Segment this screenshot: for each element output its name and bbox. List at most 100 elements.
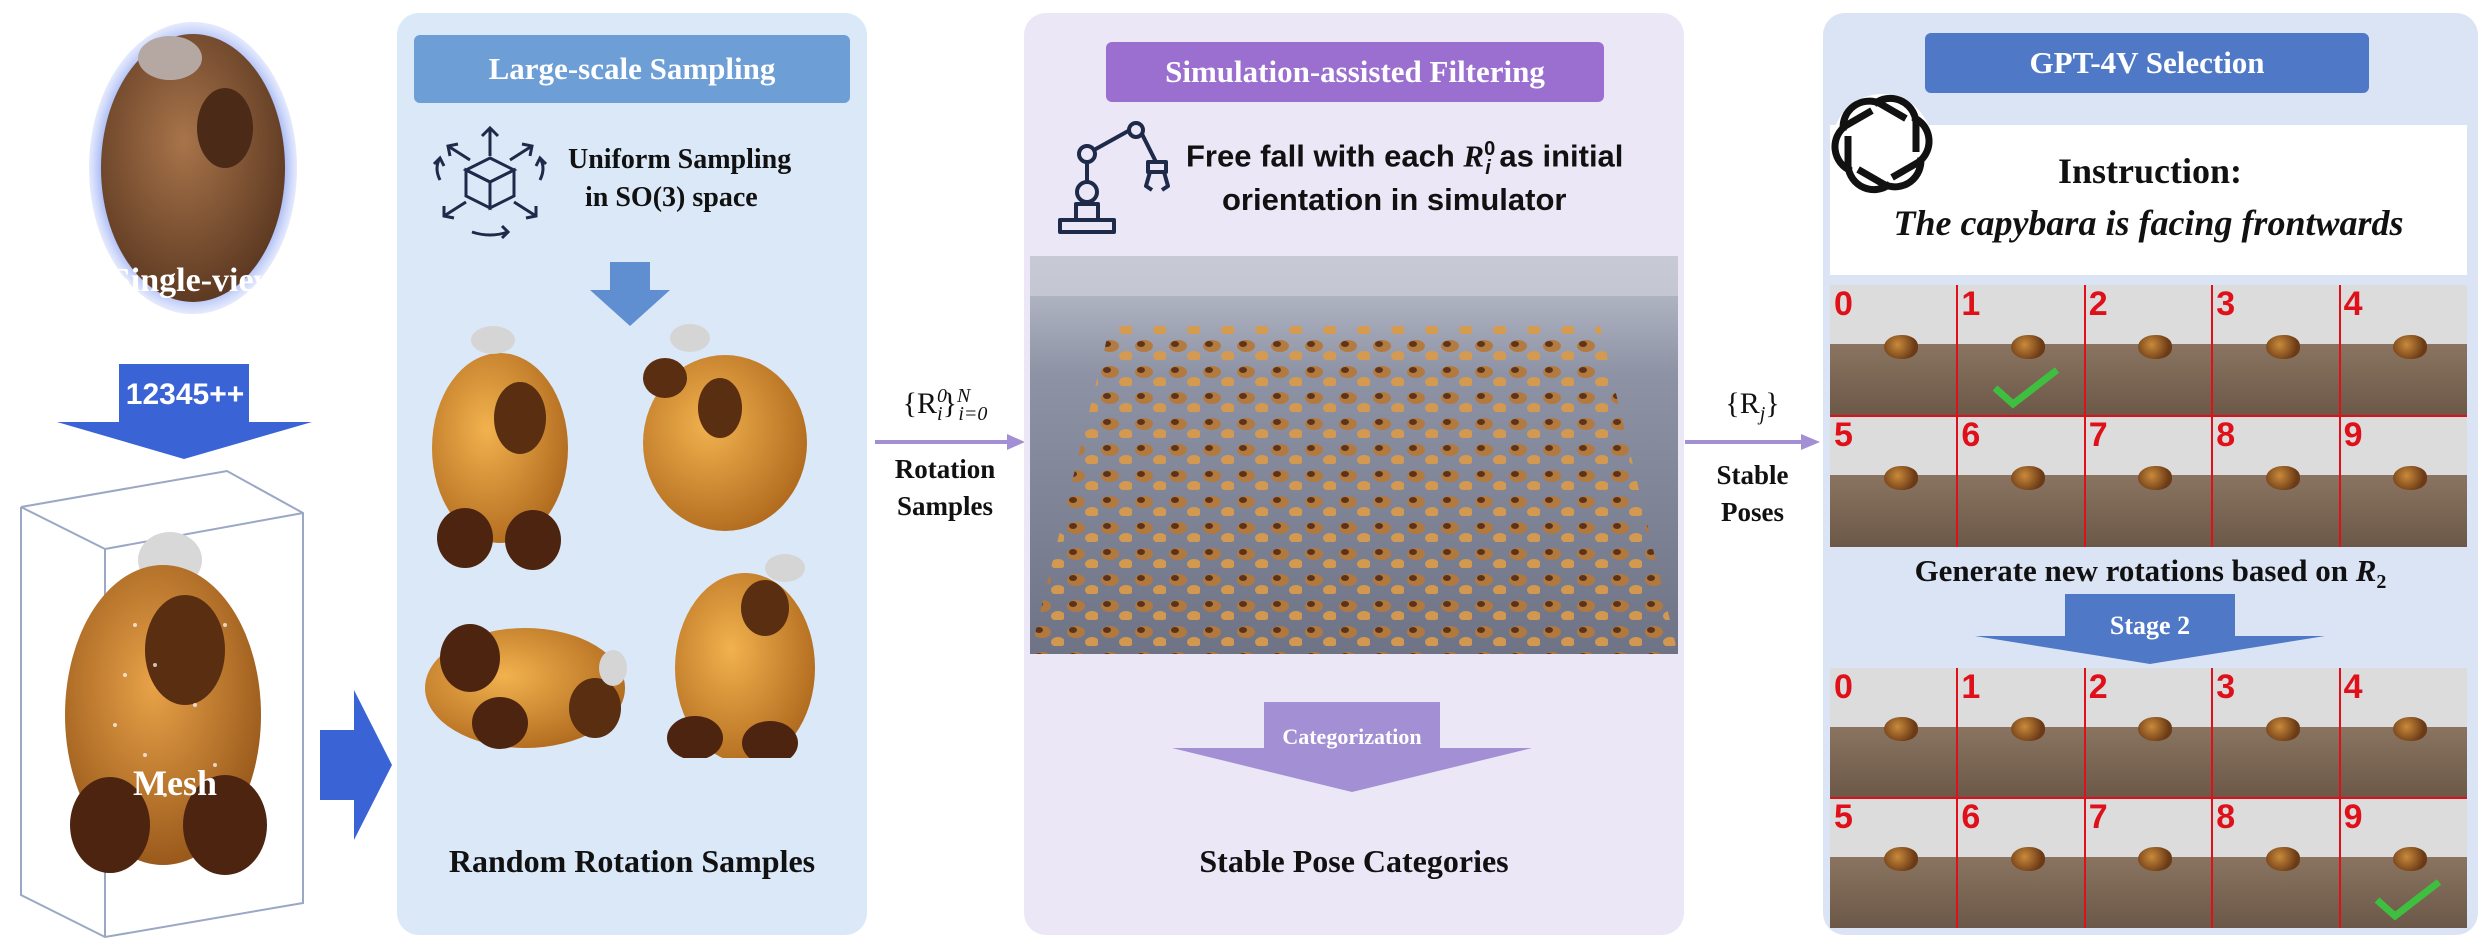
candidate-index: 4 <box>2343 285 2363 323</box>
robot-arm-icon <box>1052 120 1182 238</box>
capybara-render <box>2011 465 2046 490</box>
stage2-grid-cell: 5 <box>1830 798 1958 928</box>
so3-sampling-icon <box>430 120 550 240</box>
stable-poses-math: {Rj} <box>1725 387 1780 425</box>
rotation-samples-math: {R0i}Ni=0 <box>902 385 988 425</box>
candidate-index: 6 <box>1961 798 1981 836</box>
sampling-down-arrow <box>590 262 670 326</box>
model-arrow <box>57 364 312 459</box>
capybara-render <box>2393 717 2428 742</box>
stage1-candidate-grid: 0 1 2 3 4 5 6 7 8 9 <box>1830 285 2467 547</box>
capybara-render <box>2393 334 2428 359</box>
candidate-index: 1 <box>1961 668 1981 706</box>
stage1-grid-cell: 7 <box>2084 416 2213 547</box>
instruction-box <box>1830 125 2467 275</box>
stage1-grid-cell: 2 <box>2084 285 2213 416</box>
capybara-render <box>2138 847 2173 872</box>
stage2-arrow <box>1975 594 2325 664</box>
capybara-render <box>2138 334 2173 359</box>
capybara-render <box>2138 465 2173 490</box>
mesh-label: Mesh <box>133 763 217 803</box>
stage2-grid-cell: 0 <box>1830 668 1958 798</box>
capybara-render <box>1883 465 1918 490</box>
capybara-render <box>2393 465 2428 490</box>
capybara-render <box>2011 334 2046 359</box>
mesh-to-sampling-arrow <box>320 690 392 840</box>
candidate-index: 5 <box>1834 798 1853 836</box>
stage1-grid-cell: 5 <box>1830 416 1958 547</box>
candidate-index: 3 <box>2216 285 2236 323</box>
stable-poses-label-line2: Poses <box>1721 497 1784 527</box>
stage2-grid-cell: 8 <box>2212 798 2340 928</box>
gpt-header: GPT-4V Selection <box>1925 33 2369 93</box>
candidate-index: 5 <box>1834 416 1853 454</box>
capybara-render <box>2265 465 2300 490</box>
candidate-index: 0 <box>1834 668 1853 706</box>
stage1-grid-cell: 0 <box>1830 285 1958 416</box>
candidate-index: 3 <box>2216 668 2236 706</box>
capybara-render <box>2265 847 2300 872</box>
candidate-index: 2 <box>2088 285 2108 323</box>
stage1-grid-cell: 8 <box>2212 416 2340 547</box>
categorization-arrow <box>1172 702 1532 792</box>
rotation-samples-image <box>425 318 835 765</box>
generate-text: Generate new rotations based on R2 <box>1914 553 2387 594</box>
stage2-label: Stage 2 <box>2109 611 2191 640</box>
stage2-grid-cell: 6 <box>1957 798 2085 928</box>
capybara-render <box>2138 717 2173 742</box>
simulation-render-image <box>1030 256 1678 654</box>
stage1-grid-cell: 9 <box>2339 416 2467 547</box>
capybara-render <box>1883 847 1918 872</box>
simulation-desc-line2: orientation in simulator <box>1222 182 1567 217</box>
stage2-grid-cell: 1 <box>1957 668 2085 798</box>
sampling-caption: Random Rotation Samples <box>448 843 816 879</box>
stage2-grid-cell: 4 <box>2339 668 2467 798</box>
stable-poses-label-line1: Stable <box>1716 460 1789 490</box>
candidate-index: 6 <box>1961 416 1981 454</box>
stage1-grid-cell: 3 <box>2212 285 2340 416</box>
candidate-index: 7 <box>2088 416 2108 454</box>
instruction-text: The capybara is facing frontwards <box>1893 203 2404 243</box>
rotation-samples-label-line2: Samples <box>896 491 994 521</box>
sampling-method-line1: Uniform Sampling <box>568 144 792 175</box>
stage1-grid-cell: 1 <box>1957 285 2085 416</box>
stage2-grid-cell: 7 <box>2084 798 2213 928</box>
capybara-render <box>2011 847 2046 872</box>
simulation-caption: Stable Pose Categories <box>1199 843 1509 879</box>
sampling-header: Large-scale Sampling <box>414 35 850 103</box>
selected-check-icon <box>2374 879 2442 921</box>
stable-poses-arrow <box>1685 432 1820 452</box>
single-view-image <box>85 18 300 318</box>
sampling-method-line2: in SO(3) space <box>585 182 758 213</box>
candidate-index: 1 <box>1961 285 1981 323</box>
candidate-index: 9 <box>2343 416 2363 454</box>
candidate-index: 4 <box>2343 668 2363 706</box>
candidate-index: 8 <box>2216 798 2236 836</box>
candidate-index: 7 <box>2088 798 2108 836</box>
stage2-grid-cell: 2 <box>2084 668 2213 798</box>
capybara-render <box>2011 717 2046 742</box>
candidate-index: 0 <box>1834 285 1853 323</box>
instruction-title: Instruction: <box>2057 151 2242 191</box>
selected-check-icon <box>1992 367 2060 409</box>
single-view-label: Single-view <box>111 262 279 299</box>
grid-divider <box>1830 415 2467 417</box>
stage1-grid-cell: 6 <box>1957 416 2085 547</box>
simulation-desc-line1: Free fall with each R0i as initial <box>1186 138 1624 179</box>
capybara-render <box>2393 847 2428 872</box>
capybara-render <box>2265 334 2300 359</box>
candidate-index: 8 <box>2216 416 2236 454</box>
simulation-header: Simulation-assisted Filtering <box>1106 42 1604 102</box>
grid-divider <box>1830 797 2467 799</box>
candidate-index: 9 <box>2343 798 2363 836</box>
stage1-grid-cell: 4 <box>2339 285 2467 416</box>
capybara-render <box>1883 717 1918 742</box>
capybara-render <box>1883 334 1918 359</box>
stage2-grid-cell: 9 <box>2339 798 2467 928</box>
rotation-samples-label-line1: Rotation <box>894 454 996 484</box>
mesh-bounding-box <box>15 465 315 945</box>
stage2-grid-cell: 3 <box>2212 668 2340 798</box>
candidate-index: 2 <box>2088 668 2108 706</box>
categorization-label: Categorization <box>1282 724 1422 749</box>
stage2-candidate-grid: 0 1 2 3 4 5 6 7 8 9 <box>1830 668 2467 928</box>
